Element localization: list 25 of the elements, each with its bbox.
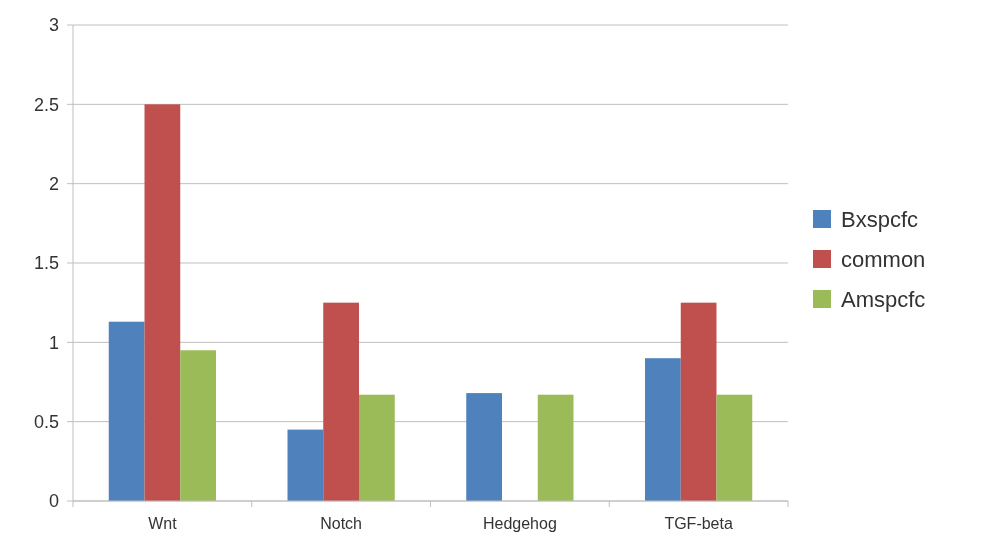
legend-label: Bxspcfc — [841, 206, 919, 232]
legend-label: common — [841, 246, 926, 272]
y-tick-label: 1.5 — [33, 253, 59, 274]
bar — [323, 302, 359, 501]
bar — [359, 394, 395, 501]
y-tick-label: 1 — [48, 332, 59, 353]
x-tick-label: Hedgehog — [482, 515, 557, 532]
y-tick-label: 0 — [48, 491, 59, 512]
bar — [466, 393, 502, 501]
legend-label: Amspcfc — [841, 286, 926, 312]
x-tick-label: Notch — [320, 515, 363, 532]
y-tick-label: 0.5 — [33, 411, 59, 432]
bar — [180, 350, 216, 501]
bar — [287, 429, 324, 501]
y-tick-label: 2.5 — [33, 94, 59, 115]
x-tick-label: TGF-beta — [664, 515, 733, 532]
y-tick-label: 3 — [48, 15, 59, 36]
bar — [716, 394, 753, 501]
y-tick-label: 2 — [48, 173, 59, 194]
bar — [537, 394, 574, 501]
bar — [645, 358, 681, 501]
bar — [144, 104, 181, 501]
x-tick-label: Wnt — [148, 515, 178, 532]
bar — [680, 302, 717, 501]
bar — [108, 321, 145, 501]
